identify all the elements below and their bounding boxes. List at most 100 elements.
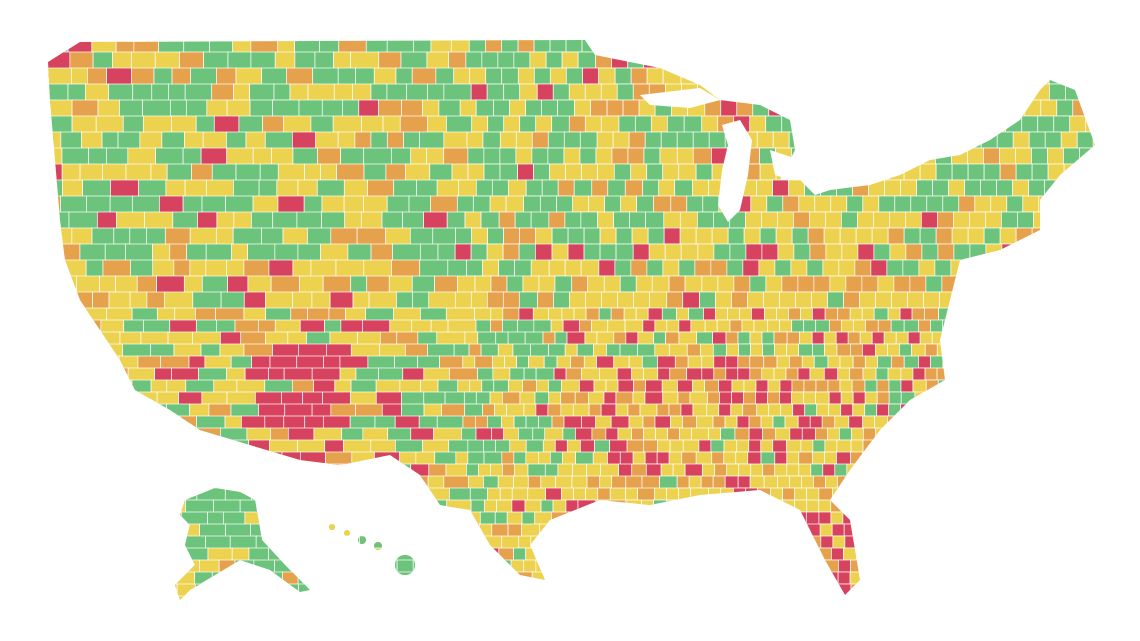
county [48, 391, 67, 415]
county [755, 379, 769, 393]
lake-superior [640, 88, 720, 108]
county [593, 343, 607, 358]
county [924, 367, 938, 381]
county [166, 403, 190, 428]
county [499, 595, 516, 600]
county [757, 499, 772, 514]
county [446, 211, 466, 231]
county [824, 307, 839, 321]
county [556, 523, 569, 537]
county [862, 451, 876, 465]
county [1098, 572, 1110, 584]
county [525, 415, 539, 429]
county [1097, 308, 1110, 321]
county [581, 163, 598, 181]
county [862, 343, 876, 358]
county [1047, 227, 1065, 245]
county [601, 291, 618, 309]
county [762, 343, 775, 357]
county [680, 67, 698, 85]
county [537, 451, 551, 465]
county [233, 83, 250, 101]
county [708, 131, 726, 149]
county [726, 571, 742, 587]
county [64, 427, 83, 447]
county [1054, 331, 1068, 345]
county [919, 595, 934, 600]
county [647, 227, 665, 245]
county [467, 511, 481, 525]
county [904, 67, 922, 85]
county [692, 147, 712, 167]
county [774, 259, 792, 277]
county [791, 379, 805, 393]
county [907, 291, 924, 309]
county [999, 163, 1017, 181]
county [1079, 163, 1095, 181]
county [826, 427, 840, 441]
county [343, 499, 371, 528]
county [344, 211, 362, 229]
county [930, 511, 944, 525]
county [1080, 67, 1095, 85]
county [577, 499, 597, 519]
county [857, 243, 875, 261]
county [1081, 243, 1095, 261]
county [1001, 211, 1018, 229]
county [183, 275, 203, 295]
county [1042, 523, 1057, 538]
county [121, 499, 141, 519]
county [875, 571, 889, 585]
county [1022, 307, 1036, 321]
county [892, 511, 906, 525]
county [65, 403, 91, 429]
county [1098, 344, 1110, 356]
county [574, 99, 591, 117]
county [298, 583, 318, 600]
county [218, 559, 236, 577]
county [830, 499, 844, 513]
county [760, 67, 778, 85]
county [630, 67, 648, 85]
county [656, 511, 671, 526]
county [139, 499, 168, 528]
county [1047, 463, 1061, 477]
county [982, 608, 996, 622]
county [978, 511, 992, 525]
county [752, 608, 764, 620]
county [1083, 595, 1095, 600]
county [489, 391, 503, 405]
county [1034, 571, 1048, 585]
county [68, 487, 92, 512]
county [1070, 608, 1082, 620]
county [701, 355, 715, 369]
county [530, 535, 549, 554]
county [291, 523, 320, 552]
county [615, 403, 629, 417]
county [110, 379, 133, 402]
county [539, 583, 553, 597]
county [88, 391, 112, 415]
county [720, 487, 734, 502]
county [88, 147, 107, 167]
county [48, 463, 69, 489]
county [924, 571, 938, 585]
county [864, 403, 878, 417]
county [384, 487, 404, 507]
county [484, 499, 497, 513]
county [689, 523, 707, 542]
county [776, 571, 790, 585]
county [984, 427, 998, 441]
county [635, 307, 649, 321]
county [718, 403, 732, 417]
county [425, 523, 455, 553]
county [604, 195, 622, 213]
county [756, 179, 773, 197]
county [557, 179, 575, 197]
county [588, 195, 606, 213]
county [773, 331, 788, 346]
county [715, 291, 732, 309]
county [644, 451, 658, 465]
county [337, 67, 356, 86]
county [548, 211, 566, 229]
